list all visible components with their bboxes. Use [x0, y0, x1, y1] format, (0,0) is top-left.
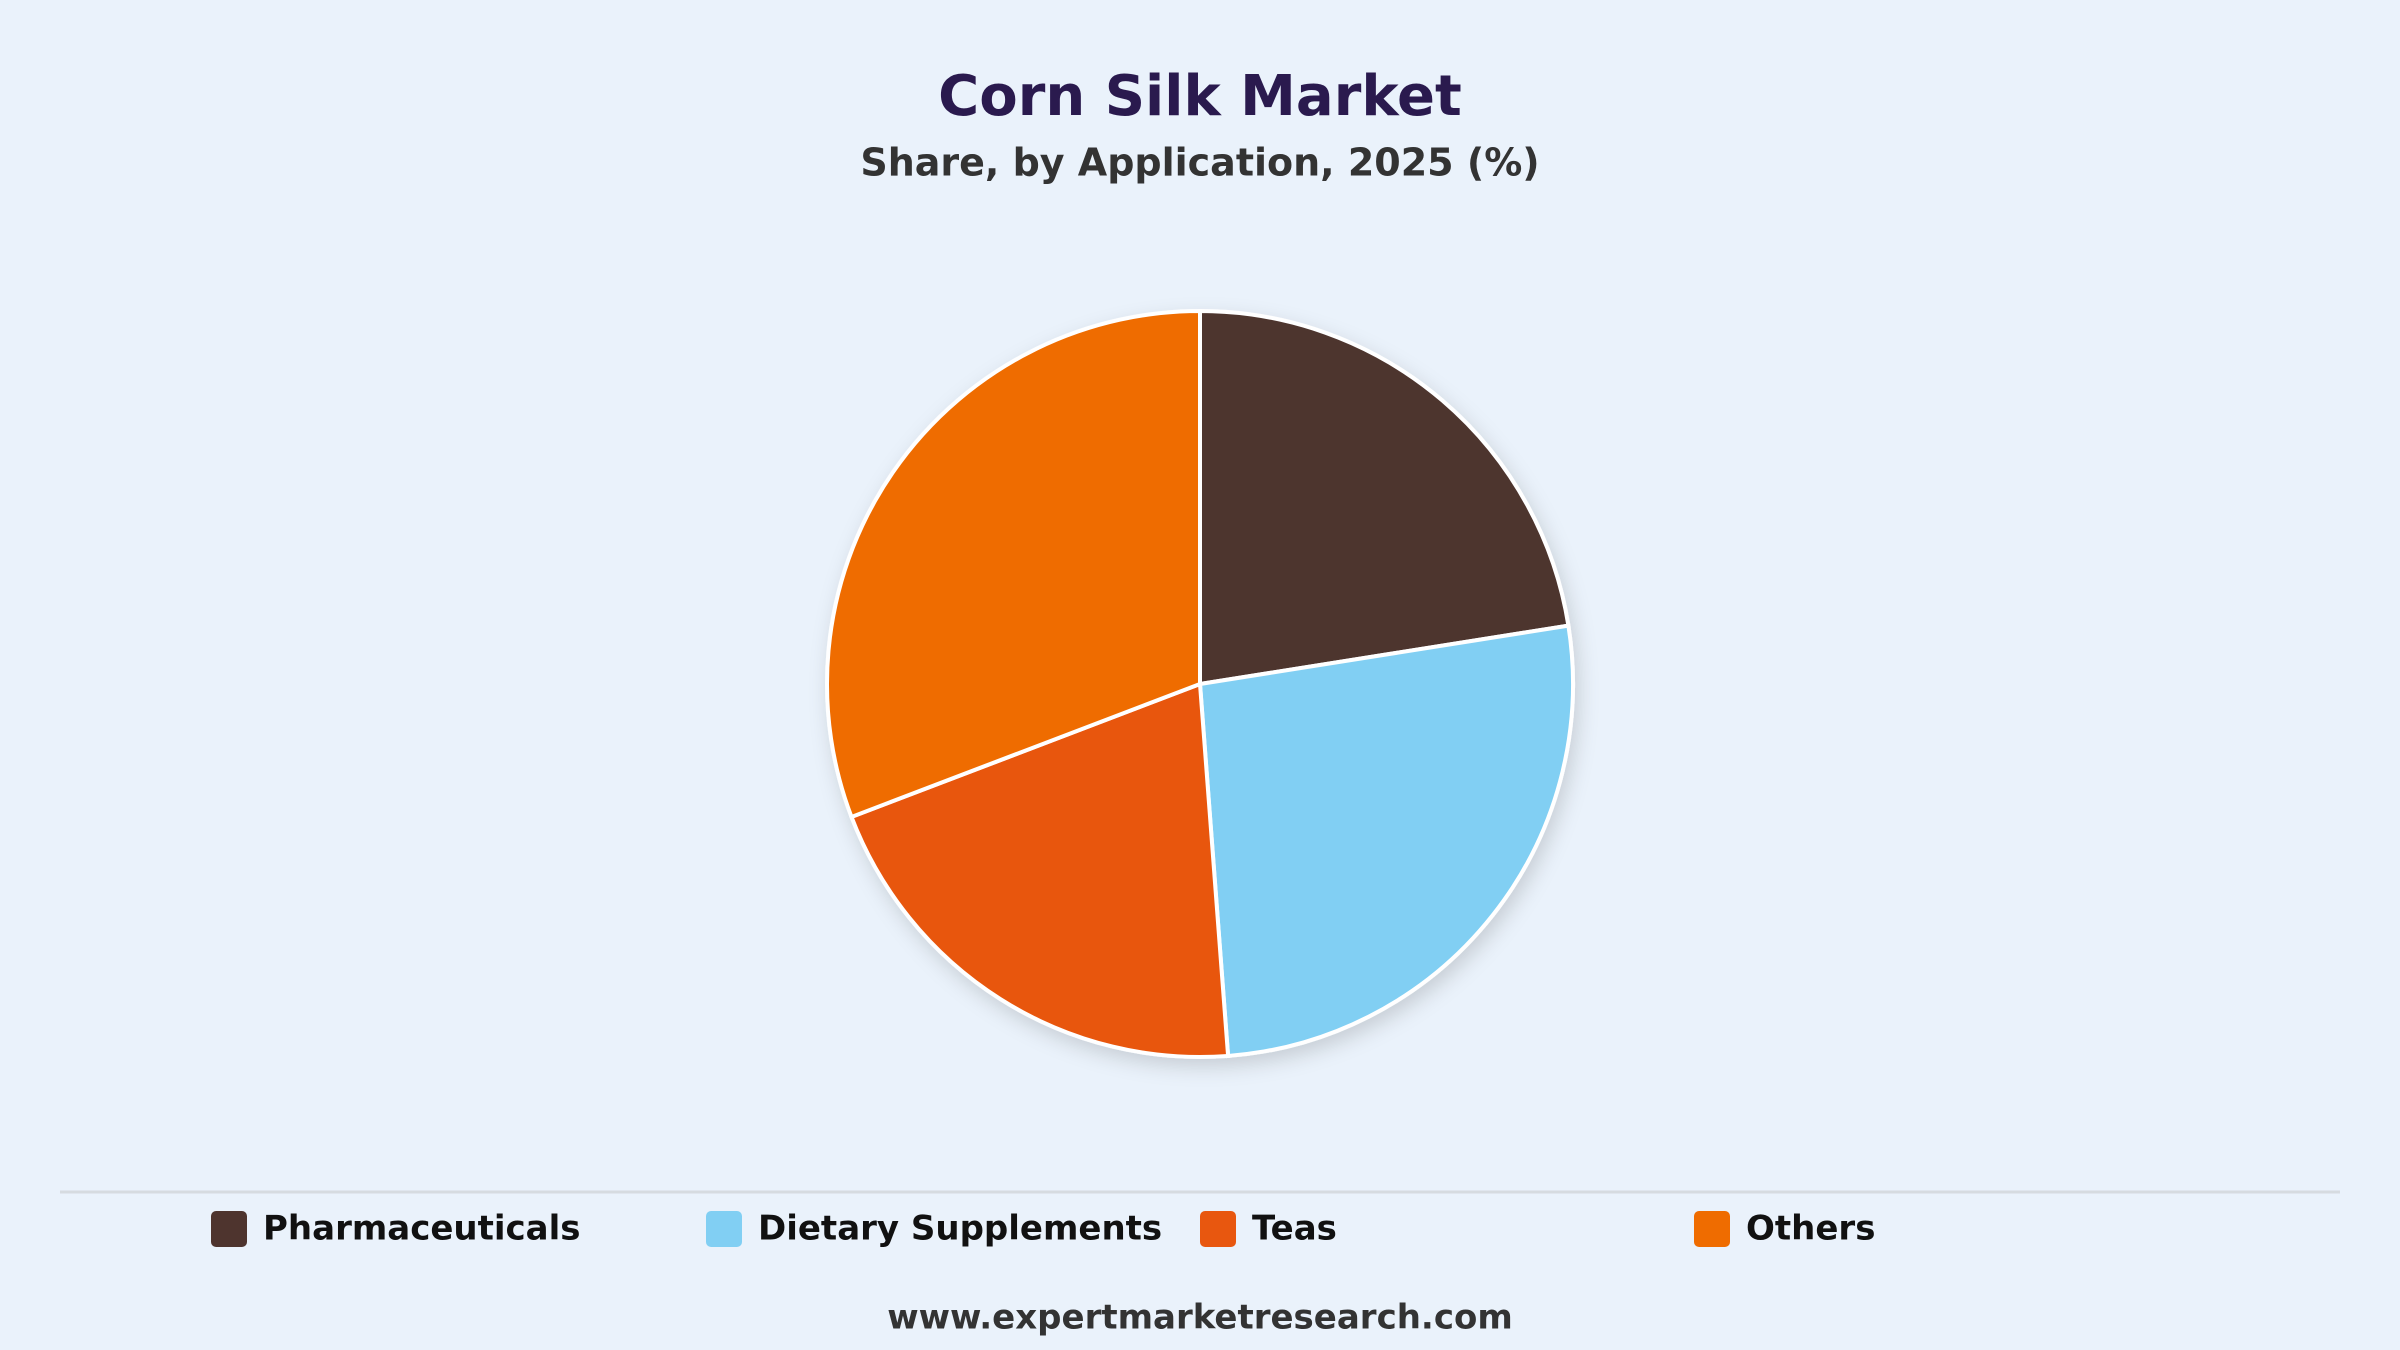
- chart-title: Corn Silk Market: [938, 64, 1462, 129]
- legend-label: Pharmaceuticals: [263, 1209, 581, 1249]
- legend-label: Dietary Supplements: [758, 1209, 1162, 1249]
- legend-swatch: [211, 1211, 247, 1247]
- legend-swatch: [1694, 1211, 1730, 1247]
- pie-slice: [1197, 623, 1575, 1059]
- pie-slice: [1198, 308, 1571, 687]
- legend-swatch: [706, 1211, 742, 1247]
- footer: www.expertmarketresearch.com: [887, 1298, 1513, 1338]
- legend-label: Others: [1746, 1209, 1875, 1249]
- pie-slice: [848, 681, 1231, 1059]
- legend: Pharmaceuticals Dietary Supplements Teas Ot…: [211, 1209, 1875, 1249]
- legend-swatch: [1200, 1211, 1236, 1247]
- legend-label: Teas: [1252, 1209, 1337, 1249]
- pie: [825, 308, 1575, 1059]
- pie-slice: [825, 308, 1202, 820]
- chart-subtitle: Share, by Application, 2025 (%): [860, 141, 1539, 185]
